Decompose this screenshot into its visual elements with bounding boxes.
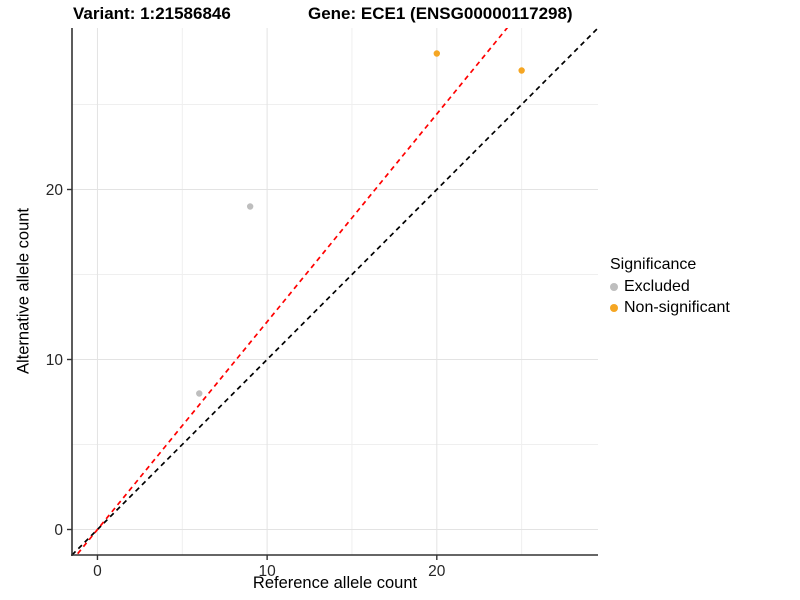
data-point-non-significant [518, 67, 525, 74]
data-point-non-significant [433, 50, 441, 57]
y-tick-label: 0 [54, 522, 63, 539]
x-axis-label: Reference allele count [252, 574, 418, 592]
legend-swatch-excluded-icon [610, 282, 618, 291]
ratio-line [75, 28, 509, 555]
x-tick-label: 0 [93, 563, 102, 580]
data-point-excluded [196, 390, 203, 397]
plot-title-gene: Gene: ECE1 (ENSG00000117298) [308, 4, 573, 23]
legend-label-non-significant: Non-significant [624, 298, 730, 316]
legend: Significance Excluded Non-significant [610, 256, 795, 318]
y-tick-label: 20 [46, 182, 64, 199]
x-tick-label: 10 [259, 563, 277, 580]
legend-swatch-non-significant-icon [610, 303, 618, 312]
y-axis-label: Alternative allele count [14, 207, 33, 375]
identity-line [72, 28, 598, 555]
legend-item-excluded: Excluded [610, 276, 795, 297]
legend-item-non-significant: Non-significant [610, 297, 795, 318]
data-point-excluded [246, 203, 254, 210]
y-tick-label: 10 [46, 352, 64, 369]
legend-label-excluded: Excluded [624, 277, 690, 295]
legend-title: Significance [610, 256, 697, 273]
x-tick-label: 20 [428, 563, 446, 580]
plot-title-variant: Variant: 1:21586846 [73, 4, 231, 23]
